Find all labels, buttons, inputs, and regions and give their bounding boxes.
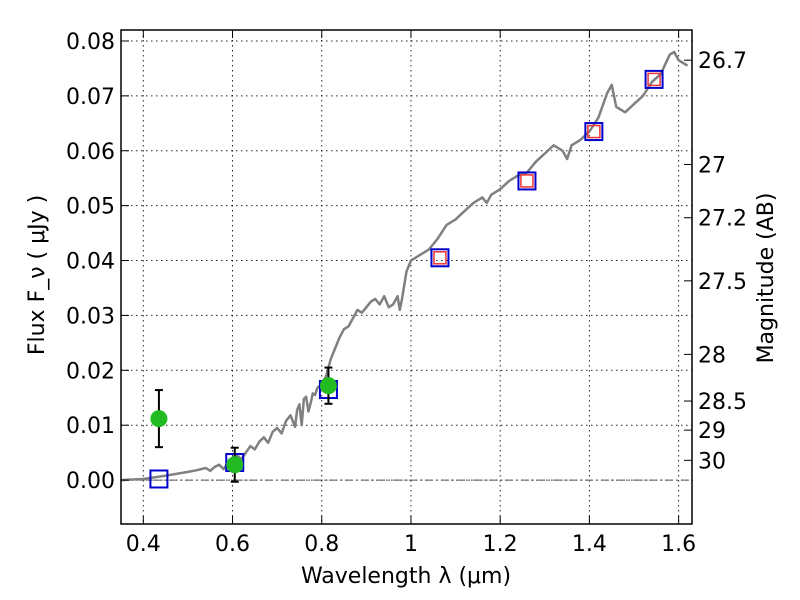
blue-square-marker: [149, 469, 169, 489]
right-tick-label: 27: [698, 153, 726, 178]
x-tick-label: 1.4: [572, 532, 607, 557]
y-axis-label: Flux F_ν ( μJy ): [25, 195, 50, 355]
axis-ticks: [121, 30, 692, 524]
blue-square-marker: [584, 122, 604, 142]
grid-lines: [121, 30, 692, 524]
x-tick-label: 0.6: [215, 532, 250, 557]
blue-square-marker: [517, 171, 537, 191]
y-tick-label: 0.04: [66, 250, 115, 275]
right-tick-label: 30: [698, 449, 726, 474]
blue-square-marker: [644, 69, 664, 89]
x-tick-label: 1: [404, 532, 418, 557]
red-square-marker: [647, 72, 661, 87]
x-tick-label: 1.6: [661, 532, 696, 557]
y-tick-label: 0.01: [66, 414, 115, 439]
red-square-marker: [587, 124, 601, 139]
x-axis-label: Wavelength λ (μm): [301, 564, 511, 589]
red-square-marker: [433, 251, 447, 265]
y-tick-label: 0.03: [66, 304, 115, 329]
blue-square-marker: [430, 248, 450, 268]
x-tick-label: 0.4: [126, 532, 161, 557]
y-tick-label: 0.06: [66, 140, 115, 165]
right-axis-label: Magnitude (AB): [754, 193, 779, 364]
green-circle-marker: [319, 377, 337, 395]
right-tick-label: 27.2: [698, 207, 747, 232]
model-spectrum-line: [120, 50, 689, 482]
right-tick-label: 28: [698, 343, 726, 368]
plot-frame: [120, 29, 693, 525]
x-tick-label: 1.2: [483, 532, 518, 557]
y-tick-label: 0.05: [66, 195, 115, 220]
tick-labels: 0.4 0.6 0.8 1 1.2 1.4 1.6 0.00 0.01 0.02 0.03 0.04 0…: [66, 30, 747, 557]
model-spectrum-group: [120, 50, 689, 482]
x-tick-label: 0.8: [304, 532, 339, 557]
green-circle-marker: [150, 410, 168, 428]
right-tick-label: 28.5: [698, 390, 747, 415]
y-tick-label: 0.07: [66, 85, 115, 110]
green-circle-marker: [226, 456, 244, 474]
right-tick-label: 27.5: [698, 270, 747, 295]
right-tick-label: 26.7: [698, 49, 747, 74]
markers-group: [149, 69, 664, 489]
y-tick-label: 0.08: [66, 30, 115, 55]
red-square-marker: [520, 174, 534, 188]
right-tick-label: 29: [698, 419, 726, 444]
y-tick-label: 0.00: [66, 469, 115, 494]
y-tick-label: 0.02: [66, 359, 115, 384]
